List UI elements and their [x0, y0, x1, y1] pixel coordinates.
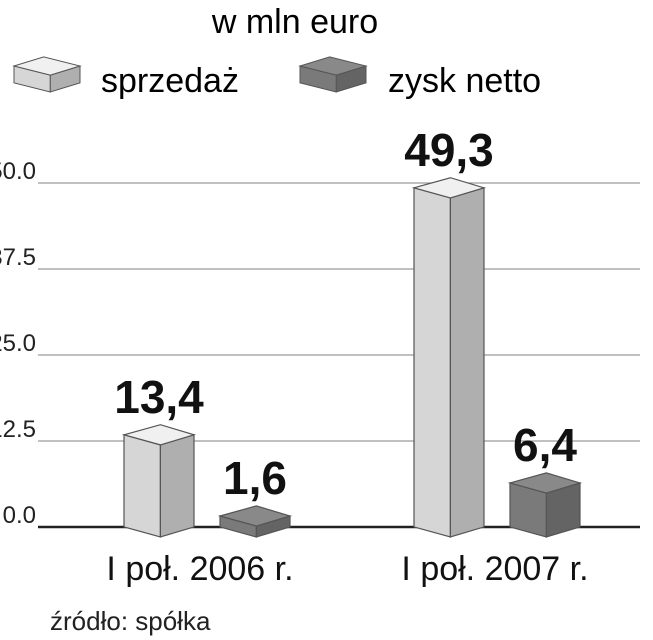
value-label: 1,6: [223, 452, 287, 504]
legend-swatch-zysk-netto: [298, 56, 368, 93]
legend: sprzedaż zysk netto: [12, 56, 541, 100]
category-label: I poł. 2007 r.: [401, 550, 588, 588]
value-label: 6,4: [513, 419, 577, 471]
y-tick-label: 12.5: [0, 416, 36, 443]
y-tick-label: 50.0: [0, 158, 36, 185]
value-labels: 13,4 1,6 49,3 6,4: [114, 124, 577, 504]
value-label: 49,3: [404, 124, 494, 176]
bar-sprzedaz-1: [121, 424, 197, 538]
legend-swatch-sprzedaz: [12, 56, 82, 93]
legend-label-zysk-netto: zysk netto: [388, 62, 541, 100]
y-tick-label: 37.5: [0, 244, 36, 271]
legend-label-sprzedaz: sprzedaż: [101, 62, 239, 100]
y-tick-label: 25.0: [0, 330, 36, 357]
bars: [121, 177, 583, 538]
bar-sprzedaz-2: [411, 177, 487, 538]
category-labels: I poł. 2006 r. I poł. 2007 r.: [106, 550, 588, 588]
value-label: 13,4: [114, 371, 204, 423]
y-axis-ticks: 0.0 12.5 25.0 37.5 50.0: [0, 158, 36, 529]
bar-zysk-netto-1: [217, 505, 293, 538]
category-label: I poł. 2006 r.: [106, 550, 293, 588]
unit-label: w mln euro: [211, 3, 378, 41]
bar-zysk-netto-2: [507, 472, 583, 538]
y-tick-label: 0.0: [3, 502, 36, 529]
source-note: źródło: spółka: [50, 606, 211, 636]
